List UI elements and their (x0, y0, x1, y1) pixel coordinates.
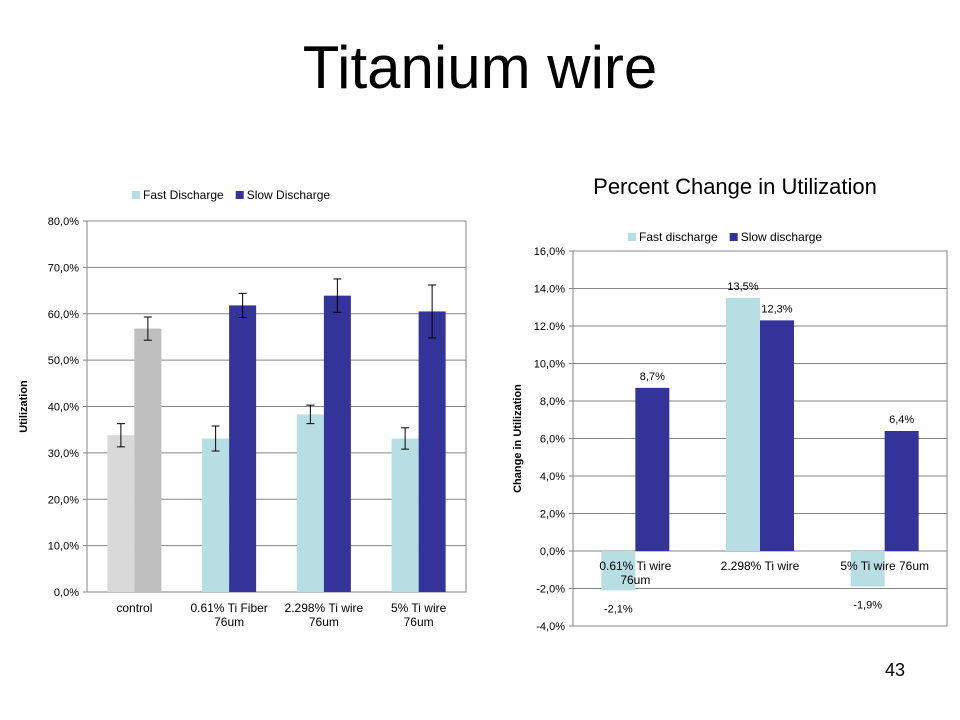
y-tick-label: 8,0% (540, 396, 565, 408)
legend-label: Fast Discharge (143, 188, 224, 202)
bar (296, 414, 324, 592)
y-tick-label: 60,0% (48, 309, 79, 321)
y-tick-label: 14.0% (534, 284, 565, 296)
y-tick-label: -4,0% (536, 621, 565, 633)
y-tick-label: 12.0% (534, 321, 565, 333)
y-tick-label: 0,0% (54, 587, 79, 599)
legend-swatch (235, 191, 244, 199)
y-tick-label: 70,0% (48, 262, 79, 274)
data-label: 8,7% (640, 371, 665, 383)
legend-swatch (729, 233, 738, 241)
chart2-title: Percent Change in Utilization (593, 174, 877, 199)
y-tick-label: 0,0% (540, 546, 565, 558)
bar (418, 311, 446, 592)
y-tick-label: -2,0% (536, 584, 565, 596)
data-label: -1,9% (853, 600, 882, 612)
x-tick-label: 5% Ti wire (391, 601, 447, 615)
bar (107, 435, 135, 592)
y-tick-label: 4,0% (540, 471, 565, 483)
data-label: -2,1% (604, 603, 633, 615)
bar (850, 551, 885, 587)
y-tick-label: 20,0% (48, 494, 79, 506)
x-tick-label: 0.61% Ti Fiber (190, 601, 267, 615)
bar (134, 328, 162, 592)
y-tick-label: 30,0% (48, 448, 79, 460)
y-axis-label: Change in Utilization (512, 384, 524, 493)
bar (202, 438, 230, 592)
bar (323, 295, 351, 592)
x-tick-label: 5% Ti wire 76um (840, 559, 929, 573)
bar (229, 305, 257, 592)
y-tick-label: 2,0% (540, 509, 565, 521)
x-tick-label: control (116, 601, 152, 615)
legend-label: Fast discharge (639, 230, 718, 244)
data-label: 12,3% (761, 303, 792, 315)
bar (635, 387, 670, 551)
x-tick-label: 76um (214, 615, 244, 629)
legend-label: Slow discharge (741, 230, 823, 244)
legend-swatch (132, 191, 140, 199)
data-label: 13,5% (727, 281, 758, 293)
x-tick-label: 2.298% Ti wire (721, 559, 800, 573)
bar (760, 320, 794, 551)
x-tick-label: 76um (309, 615, 339, 629)
bar (601, 551, 636, 591)
bar (726, 297, 760, 551)
x-tick-label: 0.61% Ti wire (599, 559, 671, 573)
legend-swatch (628, 233, 636, 241)
x-tick-label: 2.298% Ti wire (285, 601, 364, 615)
y-tick-label: 10,0% (48, 541, 79, 553)
y-tick-label: 6,0% (540, 434, 565, 446)
y-tick-label: 80,0% (48, 216, 79, 228)
slide-number: 43 (884, 660, 906, 680)
slide-title: Titanium wire (302, 34, 658, 101)
y-axis-label: Utilization (18, 380, 30, 433)
y-tick-label: 16,0% (534, 246, 565, 258)
x-tick-label: 76um (620, 573, 650, 587)
y-tick-label: 40,0% (48, 402, 79, 414)
y-tick-label: 50,0% (48, 355, 79, 367)
data-label: 6,4% (889, 414, 914, 426)
bar (391, 438, 419, 592)
x-tick-label: 76um (404, 615, 434, 629)
bar (884, 431, 919, 551)
legend-label: Slow Discharge (247, 188, 331, 202)
y-tick-label: 10,0% (534, 359, 565, 371)
